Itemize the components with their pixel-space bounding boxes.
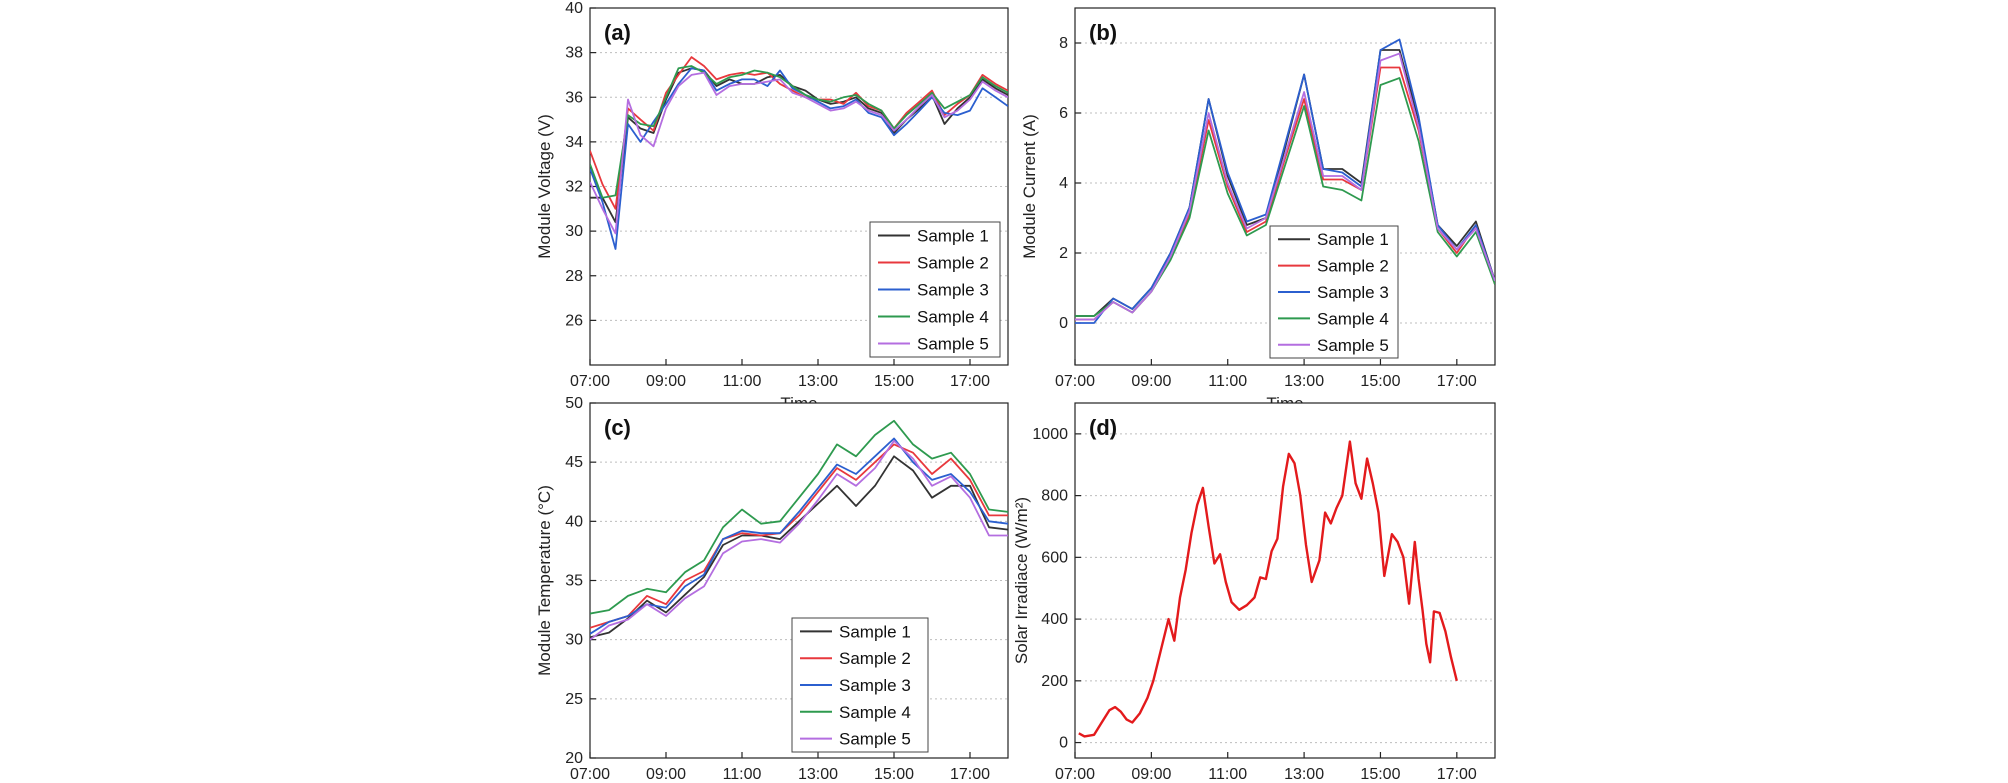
y-tick-label: 4 (1059, 175, 1068, 192)
series-line-3 (590, 437, 1008, 635)
legend-entry: Sample 5 (839, 730, 911, 749)
legend: Sample 1 Sample 2 Sample 3 Sample 4 Sample 5 (791, 617, 929, 753)
y-axis-label: Module Temperature (°C) (535, 485, 554, 676)
y-tick-label: 30 (565, 632, 583, 649)
y-tick-label: 20 (565, 750, 583, 767)
x-tick-label: 13:00 (1284, 766, 1324, 783)
legend-entry: Sample 3 (917, 281, 989, 300)
legend: Sample 1 Sample 2 Sample 3 Sample 4 Sample 5 (1269, 225, 1399, 359)
x-tick-label: 09:00 (646, 766, 686, 783)
x-tick-label: 17:00 (1437, 373, 1477, 390)
legend-entry: Sample 4 (839, 703, 911, 722)
panel-tag: (b) (1089, 20, 1117, 45)
y-tick-label: 400 (1041, 611, 1068, 628)
legend-entry: Sample 3 (1317, 283, 1389, 302)
x-tick-label: 13:00 (798, 766, 838, 783)
series-line-1 (1078, 440, 1458, 738)
y-tick-label: 600 (1041, 549, 1068, 566)
panel-tag: (d) (1089, 415, 1117, 440)
x-tick-label: 17:00 (950, 766, 990, 783)
x-tick-label: 11:00 (723, 373, 762, 390)
y-tick-label: 32 (565, 179, 583, 196)
x-tick-label: 15:00 (874, 766, 914, 783)
y-tick-label: 2 (1059, 245, 1068, 262)
y-tick-label: 28 (565, 268, 583, 285)
legend-entry: Sample 2 (1317, 257, 1389, 276)
y-tick-label: 800 (1041, 488, 1068, 505)
x-tick-label: 07:00 (570, 373, 610, 390)
y-tick-label: 26 (565, 312, 583, 329)
x-tick-label: 09:00 (1131, 373, 1171, 390)
y-axis-label: Module Voltage (V) (535, 114, 554, 259)
x-tick-label: 07:00 (1055, 373, 1095, 390)
legend-entry: Sample 2 (839, 649, 911, 668)
series-line-5 (590, 71, 1008, 235)
y-tick-label: 38 (565, 45, 583, 62)
x-tick-label: 07:00 (570, 766, 610, 783)
y-tick-label: 50 (565, 395, 583, 412)
y-tick-label: 1000 (1032, 426, 1068, 443)
legend-entry: Sample 4 (917, 308, 989, 327)
series-line-4 (590, 65, 1008, 199)
series-line-5 (590, 439, 1008, 641)
y-tick-label: 8 (1059, 35, 1068, 52)
x-tick-label: 13:00 (1284, 373, 1324, 390)
y-tick-label: 45 (565, 454, 583, 471)
legend: Sample 1 Sample 2 Sample 3 Sample 4 Sample 5 (869, 221, 1001, 358)
y-tick-label: 35 (565, 573, 583, 590)
y-tick-label: 0 (1059, 315, 1068, 332)
legend-entry: Sample 1 (839, 622, 911, 641)
y-tick-label: 40 (565, 513, 583, 530)
legend-entry: Sample 4 (1317, 309, 1389, 328)
x-tick-label: 07:00 (1055, 766, 1095, 783)
x-tick-label: 11:00 (1208, 373, 1247, 390)
x-tick-label: 17:00 (1437, 766, 1477, 783)
chart-panel-1: 26 28 30 32 34 36 38 40 07:00 09:00 11:00 13:00 15:0… (535, 0, 1009, 413)
x-tick-label: 17:00 (950, 373, 990, 390)
y-tick-label: 6 (1059, 105, 1068, 122)
x-tick-label: 11:00 (1208, 766, 1247, 783)
series-line-2 (590, 443, 1008, 629)
series-line-1 (590, 455, 1008, 639)
series-line-4 (590, 419, 1008, 615)
y-tick-label: 34 (565, 134, 583, 151)
x-tick-label: 13:00 (798, 373, 838, 390)
panel-tag: (c) (604, 415, 631, 440)
legend-entry: Sample 5 (917, 335, 989, 354)
y-tick-label: 36 (565, 89, 583, 106)
x-tick-label: 09:00 (646, 373, 686, 390)
panel-tag: (a) (604, 20, 631, 45)
x-tick-label: 11:00 (723, 766, 762, 783)
chart-panel-2: 0246807:0009:0011:0013:0015:0017:00TimeM… (1020, 7, 1496, 413)
x-tick-label: 15:00 (1360, 373, 1400, 390)
chart-panel-3: 20 25 30 35 40 45 50 07:00 09:00 11:00 13:00 15:00 1… (535, 395, 1009, 783)
y-axis-label: Module Current (A) (1020, 114, 1039, 259)
legend-entry: Sample 1 (1317, 230, 1389, 249)
y-tick-label: 0 (1059, 735, 1068, 752)
legend-entry: Sample 5 (1317, 336, 1389, 355)
y-axis-label: Solar Irradiace (W/m²) (1012, 497, 1031, 664)
x-tick-label: 09:00 (1131, 766, 1171, 783)
series-line-3 (1075, 38, 1495, 324)
y-tick-label: 40 (565, 0, 583, 17)
x-tick-label: 15:00 (1360, 766, 1400, 783)
y-tick-label: 200 (1041, 673, 1068, 690)
y-tick-label: 25 (565, 691, 583, 708)
x-tick-label: 15:00 (874, 373, 914, 390)
legend-entry: Sample 3 (839, 676, 911, 695)
series-line-1 (590, 67, 1008, 224)
series-line-5 (1075, 52, 1495, 321)
y-tick-label: 30 (565, 223, 583, 240)
plot-area (1074, 402, 1496, 759)
legend-entry: Sample 1 (917, 227, 989, 246)
legend-entry: Sample 2 (917, 254, 989, 273)
chart-panel-4: 0 200 400 600 800 1000 07:00 09:00 11:00 13:00 15:… (1012, 402, 1496, 783)
